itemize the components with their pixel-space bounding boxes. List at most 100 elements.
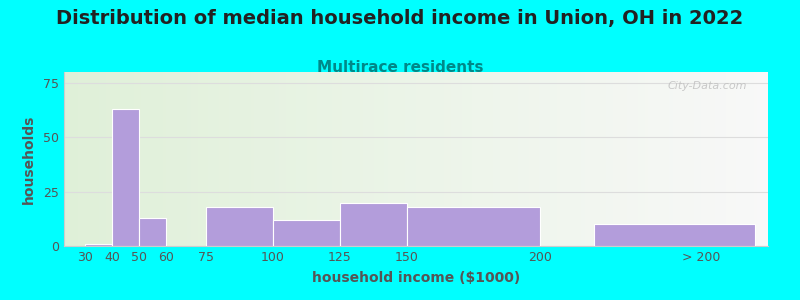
Text: City-Data.com: City-Data.com — [667, 81, 747, 91]
Bar — [483, 72, 486, 246]
Bar — [426, 72, 430, 246]
Bar — [303, 72, 307, 246]
Bar — [273, 220, 340, 246]
Bar — [286, 72, 290, 246]
Text: Distribution of median household income in Union, OH in 2022: Distribution of median household income … — [56, 9, 744, 28]
Bar — [233, 72, 237, 246]
Bar — [554, 72, 557, 246]
Bar — [268, 72, 272, 246]
Bar — [571, 72, 574, 246]
Bar — [240, 72, 243, 246]
Bar — [82, 72, 85, 246]
Bar — [106, 72, 110, 246]
Bar — [705, 72, 708, 246]
Bar — [599, 72, 602, 246]
Bar — [501, 72, 504, 246]
Bar — [441, 72, 444, 246]
Bar — [754, 72, 758, 246]
Bar — [261, 72, 265, 246]
Bar — [715, 72, 718, 246]
Bar — [293, 72, 296, 246]
Bar — [610, 72, 613, 246]
Bar — [712, 72, 715, 246]
Bar — [638, 72, 642, 246]
Bar — [342, 72, 346, 246]
Bar — [542, 72, 546, 246]
Bar — [170, 72, 173, 246]
Bar — [134, 72, 138, 246]
Bar — [340, 202, 406, 246]
Bar — [138, 72, 142, 246]
Bar — [469, 72, 472, 246]
Bar — [198, 72, 202, 246]
Bar — [507, 72, 511, 246]
Bar — [184, 72, 187, 246]
Bar — [363, 72, 366, 246]
Bar — [296, 72, 300, 246]
Bar — [395, 72, 398, 246]
Bar — [300, 72, 303, 246]
Bar — [504, 72, 507, 246]
Bar — [166, 72, 170, 246]
Bar — [173, 72, 177, 246]
Bar — [366, 72, 370, 246]
Bar — [564, 72, 567, 246]
Bar — [589, 72, 592, 246]
Bar — [525, 72, 529, 246]
Bar — [215, 72, 219, 246]
Bar — [437, 72, 441, 246]
Bar — [346, 72, 349, 246]
Bar — [634, 72, 638, 246]
Bar — [282, 72, 286, 246]
Bar — [648, 72, 652, 246]
Bar — [272, 72, 275, 246]
Bar — [378, 72, 381, 246]
Bar — [602, 72, 606, 246]
Bar — [497, 72, 501, 246]
Bar — [139, 218, 166, 246]
Bar — [494, 72, 497, 246]
Bar — [258, 72, 261, 246]
Bar — [476, 72, 479, 246]
Bar — [743, 72, 747, 246]
Bar — [110, 72, 114, 246]
Bar — [92, 72, 96, 246]
Bar — [687, 72, 690, 246]
Bar — [662, 72, 666, 246]
Bar — [539, 72, 542, 246]
Bar — [550, 72, 554, 246]
Bar — [381, 72, 384, 246]
Bar — [265, 72, 268, 246]
Bar — [230, 72, 233, 246]
Bar — [666, 72, 670, 246]
Bar — [652, 72, 655, 246]
Bar — [670, 72, 673, 246]
Bar — [162, 72, 166, 246]
Bar — [722, 72, 726, 246]
Bar — [574, 72, 578, 246]
Bar — [434, 72, 437, 246]
Bar — [451, 72, 454, 246]
Bar — [479, 72, 483, 246]
Bar — [536, 72, 539, 246]
Bar — [124, 72, 127, 246]
Bar — [398, 72, 402, 246]
Bar — [595, 72, 599, 246]
Bar — [226, 72, 230, 246]
Bar — [642, 72, 645, 246]
Bar — [222, 72, 226, 246]
Bar — [430, 72, 434, 246]
Bar — [747, 72, 750, 246]
Bar — [620, 72, 624, 246]
Bar — [718, 72, 722, 246]
Bar — [444, 72, 448, 246]
Bar — [522, 72, 525, 246]
Bar — [683, 72, 687, 246]
Bar — [349, 72, 353, 246]
Bar — [624, 72, 627, 246]
Bar — [370, 72, 374, 246]
Bar — [237, 72, 240, 246]
Bar — [726, 72, 730, 246]
Bar — [120, 72, 124, 246]
Bar — [74, 72, 78, 246]
